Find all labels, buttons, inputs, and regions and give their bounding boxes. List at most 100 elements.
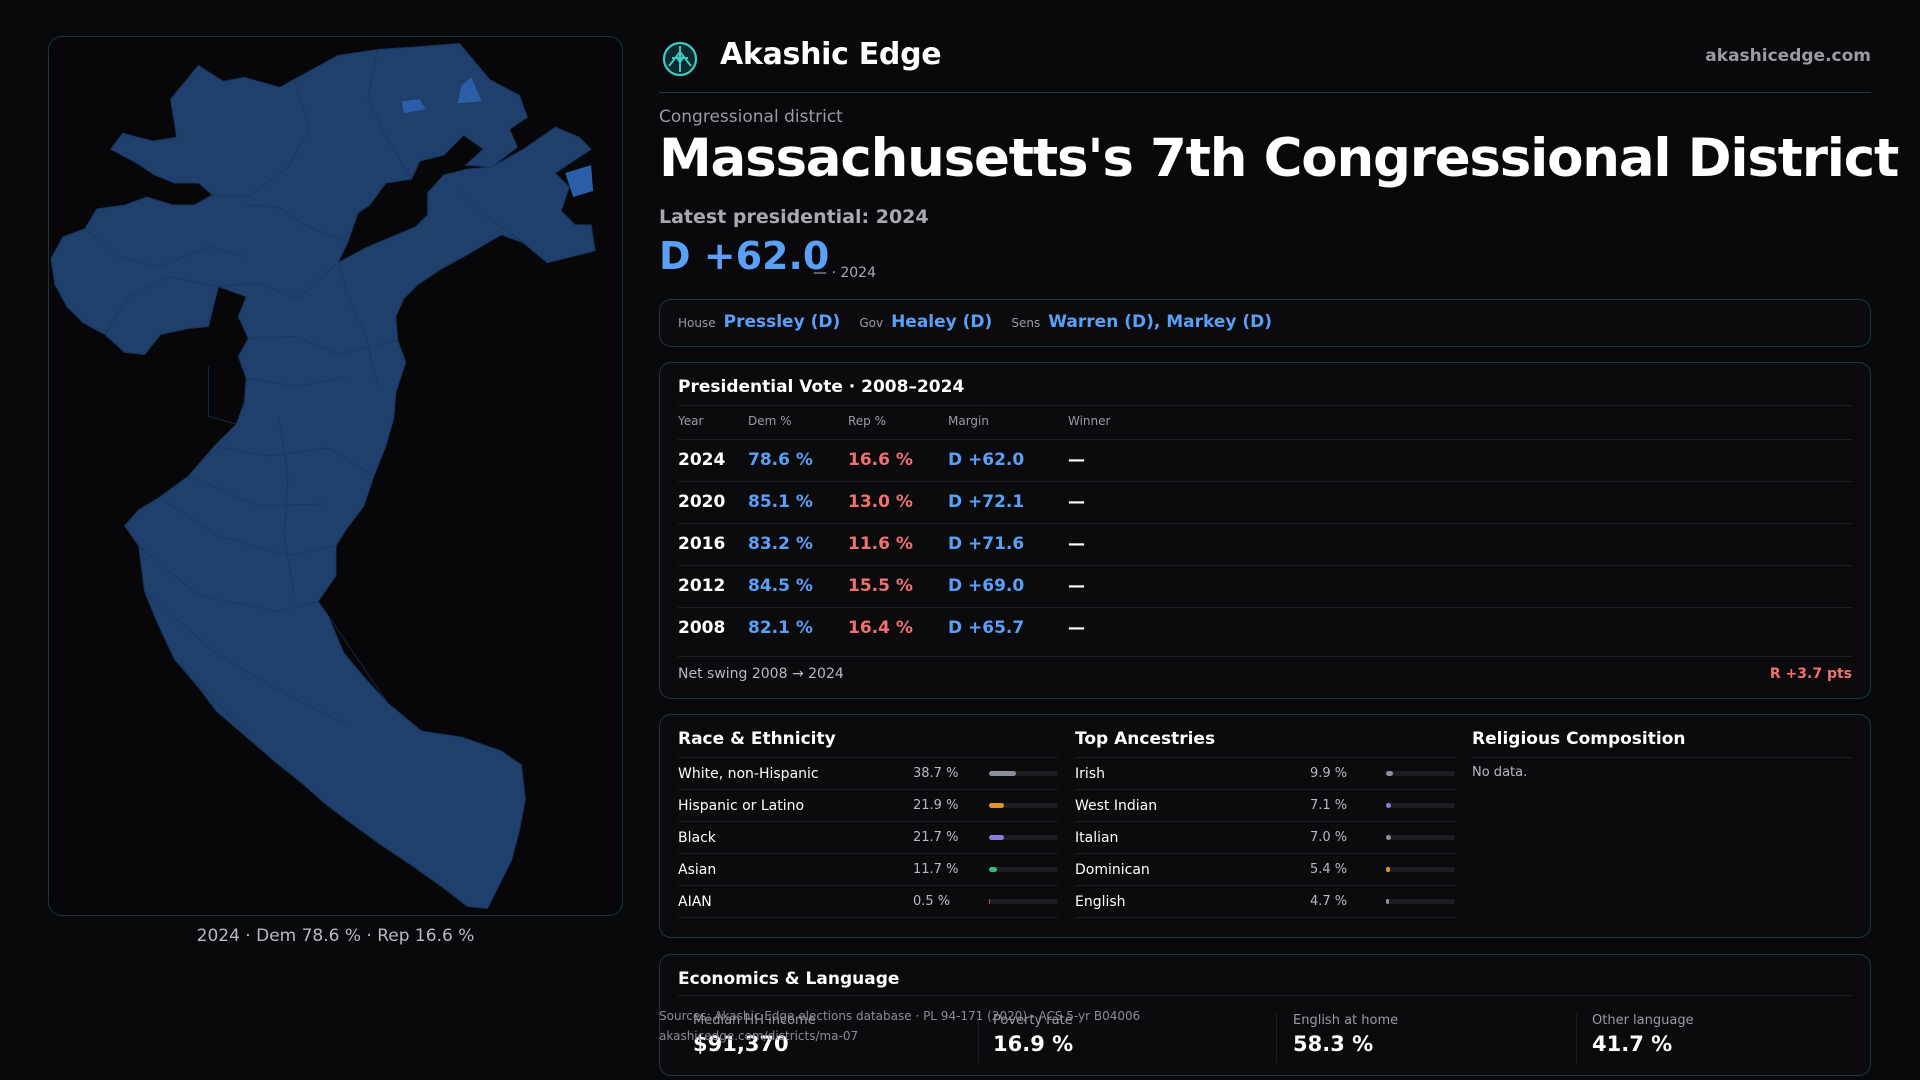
official-house[interactable]: Pressley (D) xyxy=(723,312,841,332)
stat-bar-fill xyxy=(989,771,1016,776)
stat-value: 11.7 % xyxy=(913,862,959,877)
divider xyxy=(678,405,1852,406)
stat-value: 0.5 % xyxy=(913,894,951,909)
divider xyxy=(678,757,1058,758)
district-kind: Congressional district xyxy=(659,107,843,127)
stat-bar-fill xyxy=(989,867,998,872)
col-head-year: Year xyxy=(678,414,704,428)
sources-line: Sources: Akashic Edge elections database… xyxy=(659,1009,1141,1023)
stat-label: English xyxy=(1075,894,1126,910)
row-dem: 82.1 % xyxy=(748,618,813,638)
official-label-sens: Sens xyxy=(1011,316,1041,330)
divider xyxy=(1276,1013,1277,1063)
latest-margin-sub: — · 2024 xyxy=(813,265,876,281)
officials-card: House Pressley (D) Gov Healey (D) Sens Warr… xyxy=(659,299,1871,347)
row-winner: — xyxy=(1068,450,1085,470)
table-row: 2008 82.1 % 16.4 % D +65.7 — xyxy=(678,607,1852,649)
list-item: Irish 9.9 % xyxy=(1075,758,1455,790)
econ-item-income: Median HH income $91,370 xyxy=(693,1013,816,1056)
akashic-edge-logo-icon[interactable] xyxy=(661,40,699,78)
stat-label: AIAN xyxy=(678,894,712,910)
list-item: Italian 7.0 % xyxy=(1075,822,1455,854)
stat-bar xyxy=(1386,867,1455,872)
list-item: English 4.7 % xyxy=(1075,886,1455,918)
stat-bar xyxy=(989,899,1058,904)
divider xyxy=(678,995,1852,996)
district-map[interactable] xyxy=(48,36,623,916)
table-row: 2024 78.6 % 16.6 % D +62.0 — xyxy=(678,439,1852,481)
official-label-house: House xyxy=(678,316,716,330)
stat-bar xyxy=(989,771,1058,776)
col-head-dem: Dem % xyxy=(748,414,792,428)
row-year: 2012 xyxy=(678,576,726,596)
site-url[interactable]: akashicedge.com xyxy=(1705,46,1871,66)
row-dem: 83.2 % xyxy=(748,534,813,554)
district-map-svg[interactable] xyxy=(49,37,622,915)
stat-bar-fill xyxy=(1386,771,1393,776)
row-dem: 85.1 % xyxy=(748,492,813,512)
stat-bar-fill xyxy=(1386,867,1390,872)
net-swing-value: R +3.7 pts xyxy=(1769,666,1852,682)
stat-label: West Indian xyxy=(1075,798,1158,814)
row-dem: 84.5 % xyxy=(748,576,813,596)
row-year: 2016 xyxy=(678,534,726,554)
district-url[interactable]: akashicedge.com/districts/ma-07 xyxy=(659,1029,859,1043)
row-rep: 11.6 % xyxy=(848,534,913,554)
stat-bar-fill xyxy=(989,803,1005,808)
stat-value: 21.9 % xyxy=(913,798,959,813)
stat-label: Italian xyxy=(1075,830,1119,846)
presidential-vote-title: Presidential Vote · 2008–2024 xyxy=(678,377,965,397)
econ-item-poverty: Poverty rate 16.9 % xyxy=(993,1013,1073,1056)
stat-bar xyxy=(1386,835,1455,840)
stat-value: 38.7 % xyxy=(913,766,959,781)
divider xyxy=(978,1013,979,1063)
stat-bar xyxy=(1386,803,1455,808)
col-head-rep: Rep % xyxy=(848,414,887,428)
row-margin: D +62.0 xyxy=(948,450,1025,470)
list-item: Hispanic or Latino 21.9 % xyxy=(678,790,1058,822)
econ-item-other-language: Other language 41.7 % xyxy=(1592,1013,1694,1056)
religion-title: Religious Composition xyxy=(1472,729,1686,749)
race-ethnicity-title: Race & Ethnicity xyxy=(678,729,836,749)
divider xyxy=(1075,757,1455,758)
race-ethnicity-section: Race & Ethnicity White, non-Hispanic 38.… xyxy=(678,715,1058,939)
official-sens[interactable]: Warren (D), Markey (D) xyxy=(1048,312,1273,332)
econ-label: Median HH income xyxy=(693,1013,816,1028)
stat-label: Dominican xyxy=(1075,862,1150,878)
net-swing-label: Net swing 2008 → 2024 xyxy=(678,666,844,682)
latest-presidential-label: Latest presidential: 2024 xyxy=(659,206,929,228)
sources-footer: Sources: Akashic Edge elections database… xyxy=(659,1006,1140,1046)
row-year: 2008 xyxy=(678,618,726,638)
stat-label: Asian xyxy=(678,862,717,878)
list-item: Asian 11.7 % xyxy=(678,854,1058,886)
list-item: White, non-Hispanic 38.7 % xyxy=(678,758,1058,790)
stat-value: 9.9 % xyxy=(1310,766,1348,781)
stat-bar xyxy=(989,835,1058,840)
economics-card: Economics & Language Median HH income $9… xyxy=(659,954,1871,1076)
row-dem: 78.6 % xyxy=(748,450,813,470)
official-gov[interactable]: Healey (D) xyxy=(891,312,993,332)
row-rep: 16.4 % xyxy=(848,618,913,638)
row-winner: — xyxy=(1068,534,1085,554)
stat-bar-fill xyxy=(1386,899,1390,904)
row-margin: D +65.7 xyxy=(948,618,1025,638)
econ-value: $91,370 xyxy=(693,1032,789,1056)
econ-value: 41.7 % xyxy=(1592,1032,1673,1056)
brand-name[interactable]: Akashic Edge xyxy=(720,37,942,72)
religion-section: Religious Composition No data. xyxy=(1472,715,1852,939)
stat-value: 4.7 % xyxy=(1310,894,1348,909)
row-margin: D +69.0 xyxy=(948,576,1025,596)
district-shape xyxy=(50,42,596,910)
col-head-margin: Margin xyxy=(948,414,989,428)
col-head-winner: Winner xyxy=(1068,414,1111,428)
page-title: Massachusetts's 7th Congressional Distri… xyxy=(659,128,1899,189)
stat-label: Irish xyxy=(1075,766,1105,782)
table-row: 2020 85.1 % 13.0 % D +72.1 — xyxy=(678,481,1852,523)
stat-bar-fill xyxy=(989,835,1004,840)
presidential-vote-card: Presidential Vote · 2008–2024 Year Dem %… xyxy=(659,362,1871,699)
list-item: West Indian 7.1 % xyxy=(1075,790,1455,822)
stat-bar xyxy=(989,803,1058,808)
map-caption: 2024 · Dem 78.6 % · Rep 16.6 % xyxy=(196,926,475,946)
economics-title: Economics & Language xyxy=(678,969,900,989)
stat-label: White, non-Hispanic xyxy=(678,766,819,782)
